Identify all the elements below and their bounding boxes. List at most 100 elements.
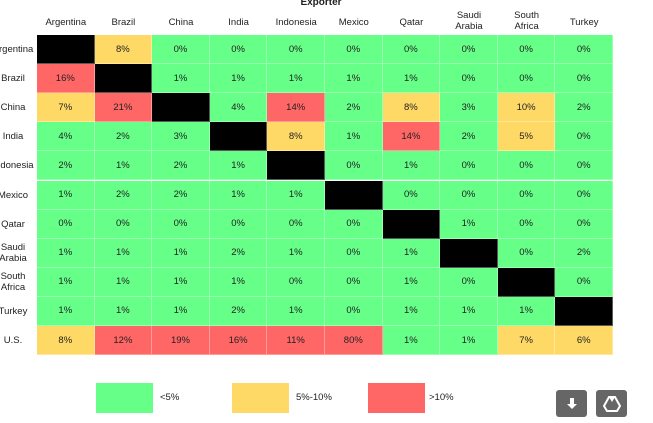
heatmap-cell: 0% xyxy=(325,151,383,181)
row-label-indonesia: Indonesia xyxy=(0,160,34,172)
heatmap-cell xyxy=(37,35,95,65)
heatmap-cell: 2% xyxy=(325,93,383,123)
heatmap-cell: 11% xyxy=(267,326,325,356)
row-label-india: India xyxy=(2,131,24,143)
heatmap-cell: 0% xyxy=(440,267,498,297)
heatmap-cell: 2% xyxy=(152,151,210,181)
heatmap-cell: 1% xyxy=(267,296,325,326)
heatmap-cell xyxy=(209,122,268,152)
heatmap-cell: 21% xyxy=(94,93,153,123)
col-label-india: India xyxy=(228,17,249,28)
heatmap-cell: 0% xyxy=(497,151,556,181)
google-drive-icon xyxy=(602,395,621,412)
heatmap-cell: 0% xyxy=(37,209,95,239)
col-label-qatar: Qatar xyxy=(399,17,424,28)
heatmap-cell: 8% xyxy=(267,122,325,152)
heatmap-cell: 0% xyxy=(325,209,383,239)
heatmap-cell: 3% xyxy=(152,122,210,152)
col-label-turkey: Turkey xyxy=(569,17,599,28)
heatmap-cell: 6% xyxy=(555,326,613,356)
heatmap-cell: 2% xyxy=(209,238,268,268)
heatmap-cell xyxy=(555,296,613,326)
heatmap-cell: 1% xyxy=(440,296,498,326)
col-label-argentina: Argentina xyxy=(45,17,87,28)
heatmap-cell: 0% xyxy=(440,151,498,181)
heatmap-cell: 1% xyxy=(382,326,441,356)
heatmap-cell: 1% xyxy=(37,238,95,268)
heatmap-cell: 0% xyxy=(325,35,383,65)
heatmap-cell: 0% xyxy=(325,238,383,268)
heatmap-cell: 7% xyxy=(497,326,556,356)
google-drive-button[interactable] xyxy=(596,390,627,417)
row-label-u-s: U.S. xyxy=(3,335,23,347)
heatmap-cell: 5% xyxy=(497,122,556,152)
heatmap-cell: 1% xyxy=(325,122,383,152)
heatmap-cell: 1% xyxy=(440,209,498,239)
heatmap-cell: 0% xyxy=(440,35,498,65)
col-label-brazil: Brazil xyxy=(111,17,136,28)
heatmap-cell: 0% xyxy=(209,35,268,65)
heatmap-cell: 1% xyxy=(267,180,325,210)
heatmap-chart: Exporter Argentina Brazil China India Indone… xyxy=(0,0,613,356)
heatmap-cell: 0% xyxy=(267,209,325,239)
legend-label: 5%-10% xyxy=(296,392,332,403)
heatmap-cell: 0% xyxy=(94,209,153,239)
heatmap-cell: 0% xyxy=(440,64,498,94)
heatmap-cell xyxy=(94,64,153,94)
col-label-china: China xyxy=(168,17,194,28)
heatmap-cell: 0% xyxy=(497,238,556,268)
heatmap-cell: 1% xyxy=(382,296,441,326)
heatmap-cell: 0% xyxy=(267,267,325,297)
col-label-saudi-arabia: Saudi Arabia xyxy=(455,10,483,32)
heatmap-cell: 4% xyxy=(37,122,95,152)
heatmap-cell: 1% xyxy=(267,238,325,268)
col-label-mexico: Mexico xyxy=(338,17,369,28)
heatmap-cell: 0% xyxy=(555,209,613,239)
heatmap-cell: 0% xyxy=(497,64,556,94)
heatmap-cell: 80% xyxy=(325,326,383,356)
heatmap-cell: 1% xyxy=(37,180,95,210)
heatmap-cell xyxy=(152,93,210,123)
heatmap-cell: 1% xyxy=(209,151,268,181)
heatmap-cell: 2% xyxy=(94,122,153,152)
heatmap-cell: 2% xyxy=(209,296,268,326)
heatmap-cell: 7% xyxy=(37,93,95,123)
row-label-south-africa: South Africa xyxy=(0,271,26,294)
heatmap-cell: 1% xyxy=(94,267,153,297)
heatmap-cell: 1% xyxy=(94,238,153,268)
heatmap-cell: 2% xyxy=(440,122,498,152)
heatmap-cell: 1% xyxy=(382,238,441,268)
heatmap-cell xyxy=(382,209,441,239)
heatmap-cell xyxy=(267,151,325,181)
download-button[interactable] xyxy=(556,390,587,417)
heatmap-cell: 4% xyxy=(209,93,268,123)
heatmap-cell: 0% xyxy=(555,180,613,210)
heatmap-cell: 2% xyxy=(555,238,613,268)
row-label-turkey: Turkey xyxy=(0,305,28,317)
heatmap-cell: 16% xyxy=(209,326,268,356)
heatmap-cell: 1% xyxy=(497,296,556,326)
col-label-indonesia: Indonesia xyxy=(275,17,317,28)
download-icon xyxy=(566,397,577,409)
heatmap-cell: 2% xyxy=(152,180,210,210)
heatmap-cell: 0% xyxy=(325,296,383,326)
heatmap-cell: 8% xyxy=(94,35,153,65)
heatmap-cell: 1% xyxy=(209,180,268,210)
heatmap-cell: 2% xyxy=(37,151,95,181)
heatmap-cell xyxy=(440,238,498,268)
heatmap-cell: 0% xyxy=(325,267,383,297)
heatmap-cell: 0% xyxy=(555,267,613,297)
heatmap-cell: 1% xyxy=(152,296,210,326)
heatmap-cell: 14% xyxy=(267,93,325,123)
chart-title: Exporter xyxy=(300,0,342,8)
heatmap-cell: 1% xyxy=(325,64,383,94)
heatmap-cell: 0% xyxy=(555,35,613,65)
heatmap-cell: 0% xyxy=(382,35,441,65)
row-label-argentina: Argentina xyxy=(0,44,34,56)
heatmap-cell: 1% xyxy=(152,267,210,297)
heatmap-cell: 1% xyxy=(209,267,268,297)
heatmap-cell: 19% xyxy=(152,326,210,356)
heatmap-cell: 0% xyxy=(555,64,613,94)
heatmap-cell: 0% xyxy=(497,209,556,239)
heatmap-cell: 1% xyxy=(267,64,325,94)
